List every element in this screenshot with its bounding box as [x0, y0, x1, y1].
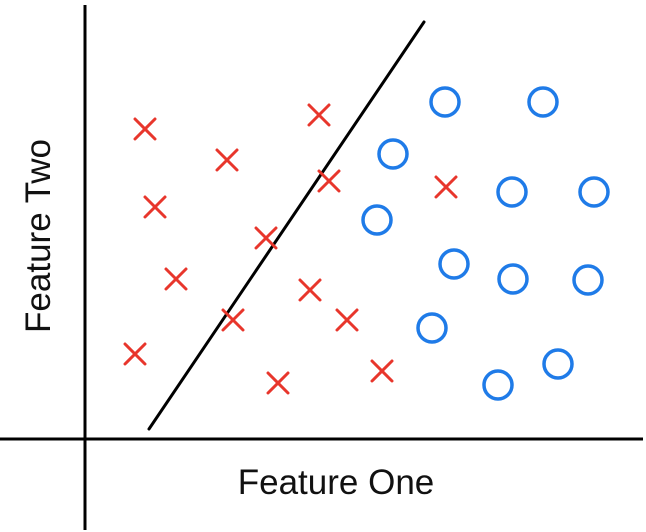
x-marker-icon: [221, 308, 245, 332]
x-marker-icon: [434, 175, 458, 199]
x-marker-icon: [317, 169, 341, 193]
class-x-markers: [123, 103, 458, 395]
circle-marker-icon: [482, 369, 514, 401]
x-marker-icon: [143, 195, 167, 219]
circle-marker-icon: [416, 312, 448, 344]
circle-marker-icon: [527, 86, 559, 118]
circle-marker-icon: [377, 138, 409, 170]
x-marker-icon: [307, 103, 331, 127]
x-marker-icon: [266, 371, 290, 395]
circle-marker-icon: [572, 264, 604, 296]
x-marker-icon: [298, 278, 322, 302]
x-marker-icon: [254, 226, 278, 250]
x-marker-icon: [164, 267, 188, 291]
circle-marker-icon: [438, 248, 470, 280]
x-marker-icon: [133, 117, 157, 141]
circle-marker-icon: [497, 263, 529, 295]
circle-marker-icon: [496, 176, 528, 208]
x-marker-icon: [123, 342, 147, 366]
circle-marker-icon: [361, 204, 393, 236]
x-marker-icon: [370, 359, 394, 383]
class-o-markers: [361, 86, 610, 401]
y-axis-label: Feature Two: [19, 139, 58, 333]
circle-marker-icon: [542, 348, 574, 380]
circle-marker-icon: [578, 176, 610, 208]
x-marker-icon: [215, 148, 239, 172]
x-axis-label: Feature One: [238, 463, 435, 502]
x-marker-icon: [335, 308, 359, 332]
decision-boundary-line: [147, 20, 426, 431]
circle-marker-icon: [429, 86, 461, 118]
